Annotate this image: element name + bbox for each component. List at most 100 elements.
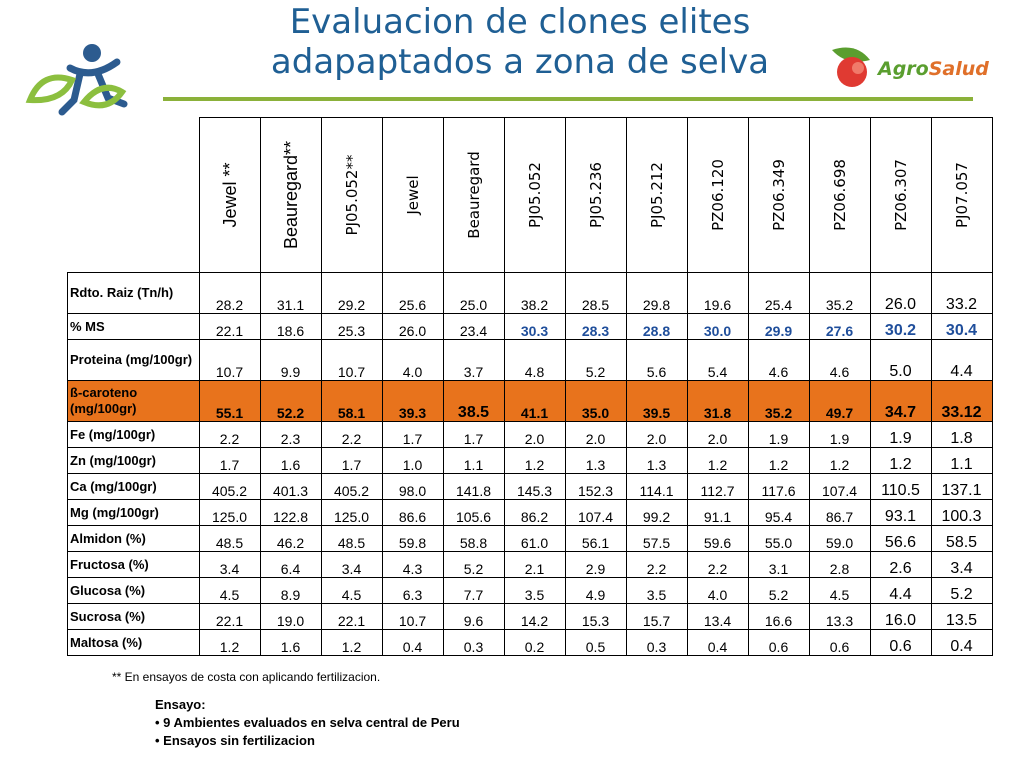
table-row: ß-caroteno (mg/100gr) 55.1 52.2 58.1 39.3 38.… — [67, 380, 993, 422]
table-cell: 3.4 — [320, 551, 383, 578]
table-row: Almidon (%) 48.5 46.2 48.5 59.8 58.8 61.0 56.1 5… — [67, 525, 993, 552]
corner-cell — [67, 117, 200, 273]
table-cell: 0.4 — [381, 629, 444, 656]
table-cell: 4.0 — [381, 339, 444, 381]
table-cell: 29.2 — [320, 272, 383, 314]
table-cell: 6.4 — [259, 551, 322, 578]
table-cell: 4.4 — [869, 577, 932, 604]
table-cell: 7.7 — [442, 577, 505, 604]
table-cell: 100.3 — [930, 499, 993, 526]
table-cell: 2.0 — [564, 421, 627, 448]
table-cell: 5.6 — [625, 339, 688, 381]
table-cell: 110.5 — [869, 473, 932, 500]
row-label: Fructosa (%) — [67, 551, 200, 578]
table-row: Proteina (mg/100gr) 10.7 9.9 10.7 4.0 3.7 4.8 5… — [67, 339, 993, 381]
brand-wordmark: AgroSalud — [878, 58, 989, 80]
table-cell: 16.6 — [747, 603, 810, 630]
title-line-1: Evaluacion de clones elites — [289, 2, 751, 42]
notes-heading: Ensayo: — [155, 697, 206, 712]
table-cell: 34.7 — [869, 380, 932, 422]
table-cell: 4.5 — [198, 577, 261, 604]
col-header: PZ06.698 — [808, 117, 871, 273]
table-cell: 2.3 — [259, 421, 322, 448]
table-row: Rdto. Raiz (Tn/h) 28.2 31.1 29.2 25.6 25.0 38.… — [67, 272, 993, 314]
col-header: PZ06.307 — [869, 117, 932, 273]
col-header: PJ05.212 — [625, 117, 688, 273]
table-cell: 26.0 — [869, 272, 932, 314]
table-cell: 114.1 — [625, 473, 688, 500]
table-cell: 86.2 — [503, 499, 566, 526]
table-cell: 98.0 — [381, 473, 444, 500]
table-cell: 56.1 — [564, 525, 627, 552]
table-cell: 33.2 — [930, 272, 993, 314]
table-cell: 4.4 — [930, 339, 993, 381]
table-cell: 86.7 — [808, 499, 871, 526]
table-cell: 27.6 — [808, 313, 871, 340]
trial-notes: Ensayo: • 9 Ambientes evaluados en selva… — [155, 696, 460, 750]
brand-agro: Agro — [878, 58, 929, 80]
table-cell: 5.2 — [442, 551, 505, 578]
table-cell: 14.2 — [503, 603, 566, 630]
table-cell: 4.0 — [686, 577, 749, 604]
table-cell: 4.8 — [503, 339, 566, 381]
table-cell: 49.7 — [808, 380, 871, 422]
col-header: PZ06.349 — [747, 117, 810, 273]
table-cell: 3.4 — [198, 551, 261, 578]
table-cell: 55.0 — [747, 525, 810, 552]
row-label: Rdto. Raiz (Tn/h) — [67, 272, 200, 314]
footnote: ** En ensayos de costa con aplicando fer… — [112, 670, 381, 684]
table-cell: 4.3 — [381, 551, 444, 578]
table-cell: 13.4 — [686, 603, 749, 630]
table-row: Glucosa (%) 4.5 8.9 4.5 6.3 7.7 3.5 4.9 3.5 4.0 5.… — [67, 577, 993, 604]
clone-evaluation-table: Jewel ** Beauregard** PJ05.052** Jewel B… — [67, 117, 993, 656]
table-cell: 1.2 — [320, 629, 383, 656]
table-cell: 1.8 — [930, 421, 993, 448]
table-cell: 1.2 — [503, 447, 566, 474]
table-cell: 25.3 — [320, 313, 383, 340]
table-cell: 13.5 — [930, 603, 993, 630]
col-header: Jewel ** — [198, 117, 261, 273]
table-cell: 1.2 — [198, 629, 261, 656]
table-cell: 1.3 — [564, 447, 627, 474]
table-cell: 31.8 — [686, 380, 749, 422]
table-cell: 5.2 — [930, 577, 993, 604]
table-cell: 4.6 — [747, 339, 810, 381]
row-label: % MS — [67, 313, 200, 340]
table-cell: 25.6 — [381, 272, 444, 314]
table-cell: 1.0 — [381, 447, 444, 474]
table-cell: 30.3 — [503, 313, 566, 340]
row-label: Sucrosa (%) — [67, 603, 200, 630]
col-header: Jewel — [381, 117, 444, 273]
table-cell: 2.0 — [625, 421, 688, 448]
table-cell: 0.6 — [869, 629, 932, 656]
table-cell: 61.0 — [503, 525, 566, 552]
table-cell: 8.9 — [259, 577, 322, 604]
table-cell: 1.2 — [747, 447, 810, 474]
title-underline — [163, 97, 973, 101]
row-label: Glucosa (%) — [67, 577, 200, 604]
table-cell: 56.6 — [869, 525, 932, 552]
table-body: Rdto. Raiz (Tn/h) 28.2 31.1 29.2 25.6 25.0 38.… — [67, 272, 993, 656]
table-cell: 1.7 — [442, 421, 505, 448]
table-row: % MS 22.1 18.6 25.3 26.0 23.4 30.3 28.3 28.8 30.0… — [67, 313, 993, 340]
table-cell: 22.1 — [320, 603, 383, 630]
table-cell: 2.1 — [503, 551, 566, 578]
table-cell: 15.7 — [625, 603, 688, 630]
table-cell: 35.0 — [564, 380, 627, 422]
table-cell: 9.6 — [442, 603, 505, 630]
row-label: Maltosa (%) — [67, 629, 200, 656]
table-cell: 141.8 — [442, 473, 505, 500]
table-cell: 1.9 — [869, 421, 932, 448]
table-cell: 1.7 — [320, 447, 383, 474]
table-cell: 19.6 — [686, 272, 749, 314]
table-cell: 3.7 — [442, 339, 505, 381]
table-cell: 22.1 — [198, 603, 261, 630]
table-cell: 107.4 — [564, 499, 627, 526]
table-cell: 4.5 — [808, 577, 871, 604]
table-cell: 0.6 — [747, 629, 810, 656]
table-cell: 3.5 — [625, 577, 688, 604]
table-cell: 28.3 — [564, 313, 627, 340]
table-cell: 107.4 — [808, 473, 871, 500]
table-cell: 30.0 — [686, 313, 749, 340]
table-cell: 39.5 — [625, 380, 688, 422]
